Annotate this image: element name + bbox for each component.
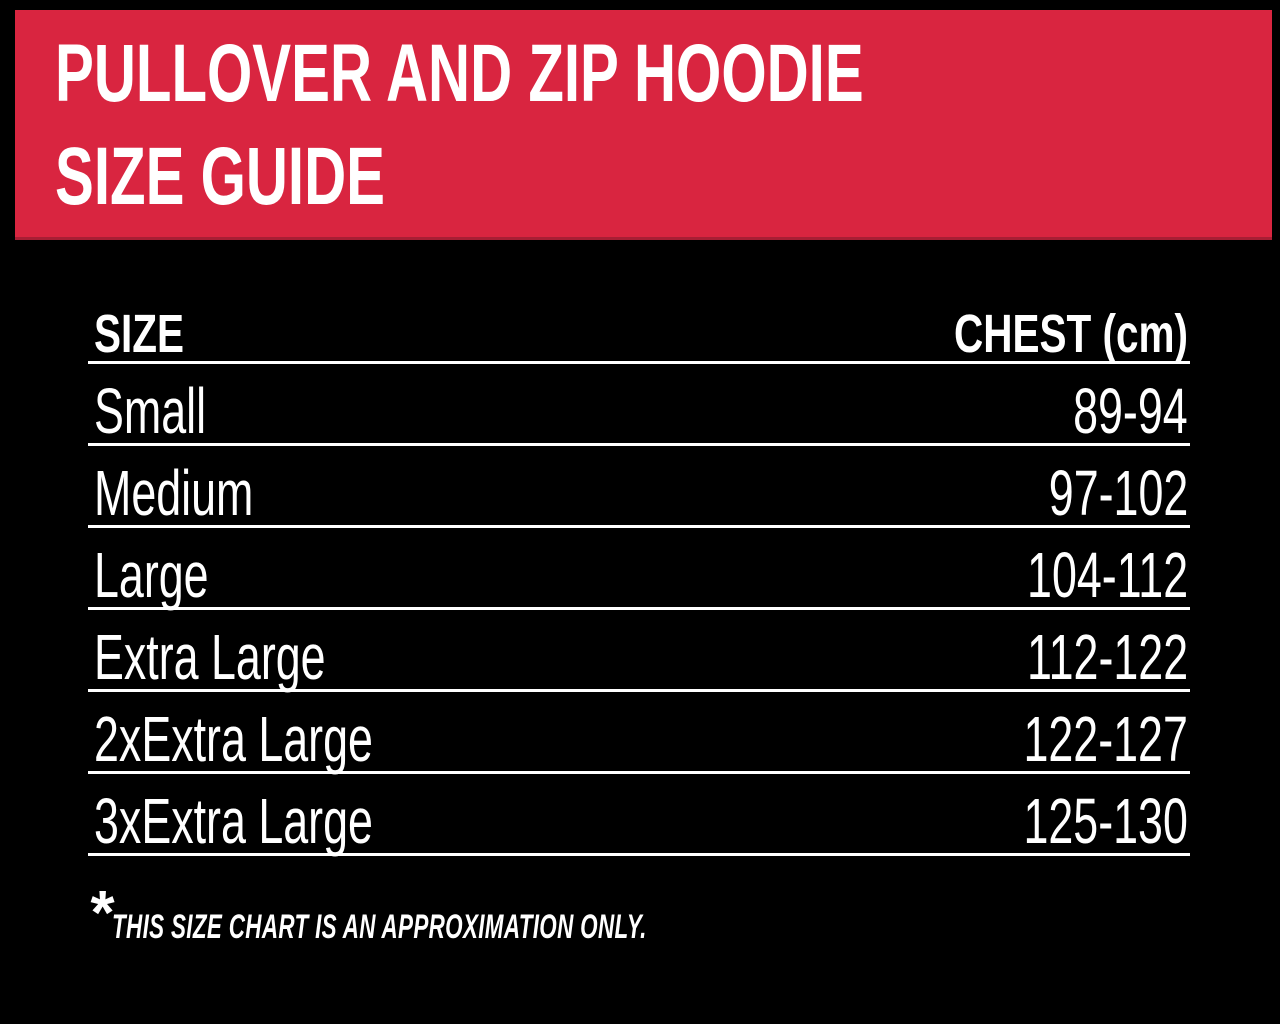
column-header-size: SIZE — [94, 304, 185, 364]
size-table: SIZE CHEST (cm) Small 89-94 Medium 97-10… — [88, 282, 1190, 856]
column-header-chest: CHEST (cm) — [953, 304, 1188, 364]
table-row-large: Large 104-112 — [88, 528, 1190, 610]
page-title-line-2: SIZE GUIDE — [55, 131, 385, 223]
table-row-3x-extra-large: 3xExtra Large 125-130 — [88, 774, 1190, 856]
table-row-2x-extra-large: 2xExtra Large 122-127 — [88, 692, 1190, 774]
size-label: Small — [94, 375, 207, 447]
size-label: Extra Large — [94, 621, 326, 693]
chest-value: 89-94 — [1073, 375, 1188, 447]
chest-value: 125-130 — [1023, 785, 1188, 857]
header-banner: PULLOVER AND ZIP HOODIE SIZE GUIDE — [15, 10, 1272, 240]
chest-value: 112-122 — [1026, 621, 1188, 693]
table-row-small: Small 89-94 — [88, 364, 1190, 446]
table-header-row: SIZE CHEST (cm) — [88, 282, 1190, 364]
table-row-medium: Medium 97-102 — [88, 446, 1190, 528]
chest-value: 104-112 — [1026, 539, 1188, 611]
footnote-asterisk: * — [88, 879, 113, 948]
size-label: 3xExtra Large — [94, 785, 373, 857]
size-label: Large — [94, 539, 209, 611]
table-row-extra-large: Extra Large 112-122 — [88, 610, 1190, 692]
size-label: 2xExtra Large — [94, 703, 373, 775]
page-title-line-1: PULLOVER AND ZIP HOODIE — [55, 28, 864, 119]
footnote-text: THIS SIZE CHART IS AN APPROXIMATION ONLY… — [112, 908, 647, 946]
size-label: Medium — [94, 457, 254, 529]
chest-value: 97-102 — [1048, 457, 1188, 529]
chest-value: 122-127 — [1023, 703, 1188, 775]
footnote: * THIS SIZE CHART IS AN APPROXIMATION ON… — [88, 879, 922, 948]
header-banner-inner: PULLOVER AND ZIP HOODIE SIZE GUIDE — [15, 10, 1272, 229]
